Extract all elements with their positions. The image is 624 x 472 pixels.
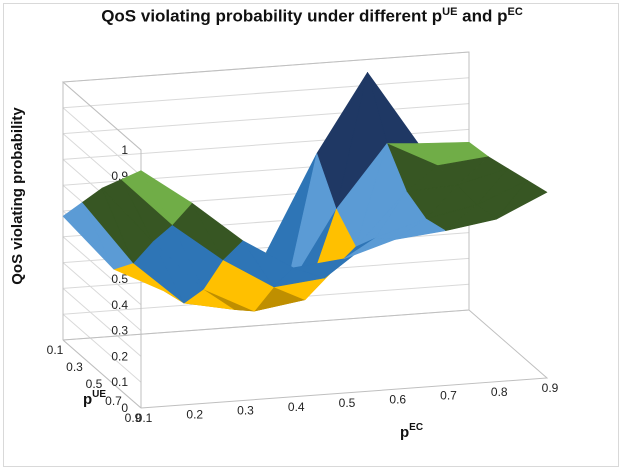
surface-facet: [242, 240, 294, 288]
z-tick-label: 0.5: [111, 272, 128, 286]
surface-facet: [394, 218, 446, 240]
z-tick-label: 0.1: [111, 375, 128, 389]
x-tick-label: 0.8: [491, 385, 508, 399]
z-gridline-side: [62, 107, 142, 177]
x-tick-label: 0.5: [339, 396, 356, 410]
x-tick-label: 0.3: [237, 404, 254, 418]
y-axis-ticks: 0.10.30.50.70.9: [47, 343, 142, 425]
z-tick-label: 0.3: [111, 324, 128, 338]
x-tick-label: 0.7: [440, 389, 457, 403]
z-gridline-side: [62, 313, 142, 383]
x-axis-label: pEC: [400, 422, 423, 441]
x-tick-label: 0.9: [542, 381, 559, 395]
surface-facet: [343, 237, 396, 260]
z-gridline-side: [62, 236, 142, 306]
y-axis-label: pUE: [83, 389, 106, 408]
z-gridline-side: [62, 262, 142, 331]
y-tick-label: 0.3: [66, 360, 83, 374]
z-gridline-back: [62, 77, 470, 109]
surface-facet: [445, 204, 497, 231]
surface-facet: [191, 202, 243, 261]
z-tick-label: 1: [121, 143, 128, 157]
chart-title: QoS violating probability under differen…: [101, 6, 523, 26]
floor-edge: [62, 339, 142, 409]
y-tick-label: 0.1: [47, 343, 64, 357]
z-gridline-back: [62, 103, 470, 135]
z-tick-label: 0.2: [111, 349, 128, 363]
floor-edge: [62, 309, 470, 341]
x-tick-label: 0.6: [389, 392, 406, 406]
surface-facet: [140, 170, 193, 225]
z-tick-label: 0: [121, 401, 128, 415]
x-tick-label: 0.4: [288, 400, 305, 414]
surface: [62, 72, 548, 312]
x-tick-label: 0.2: [186, 407, 203, 421]
x-tick-label: 0.1: [136, 411, 153, 425]
z-gridline-side: [62, 288, 142, 357]
y-tick-label: 0.5: [86, 377, 103, 391]
y-tick-label: 0.7: [105, 394, 122, 408]
surface-facet: [495, 180, 548, 220]
z-tick-label: 0.4: [111, 298, 128, 312]
surface-facet: [292, 258, 345, 279]
z-axis-label: QoS violating probability: [9, 107, 26, 285]
wall-outline: [61, 51, 549, 409]
x-axis-ticks: 0.1 0.2 0.3 0.4 0.5 0.6 0.7 0.8 0.9: [136, 381, 559, 425]
y-tick-label: 0.9: [125, 411, 142, 425]
